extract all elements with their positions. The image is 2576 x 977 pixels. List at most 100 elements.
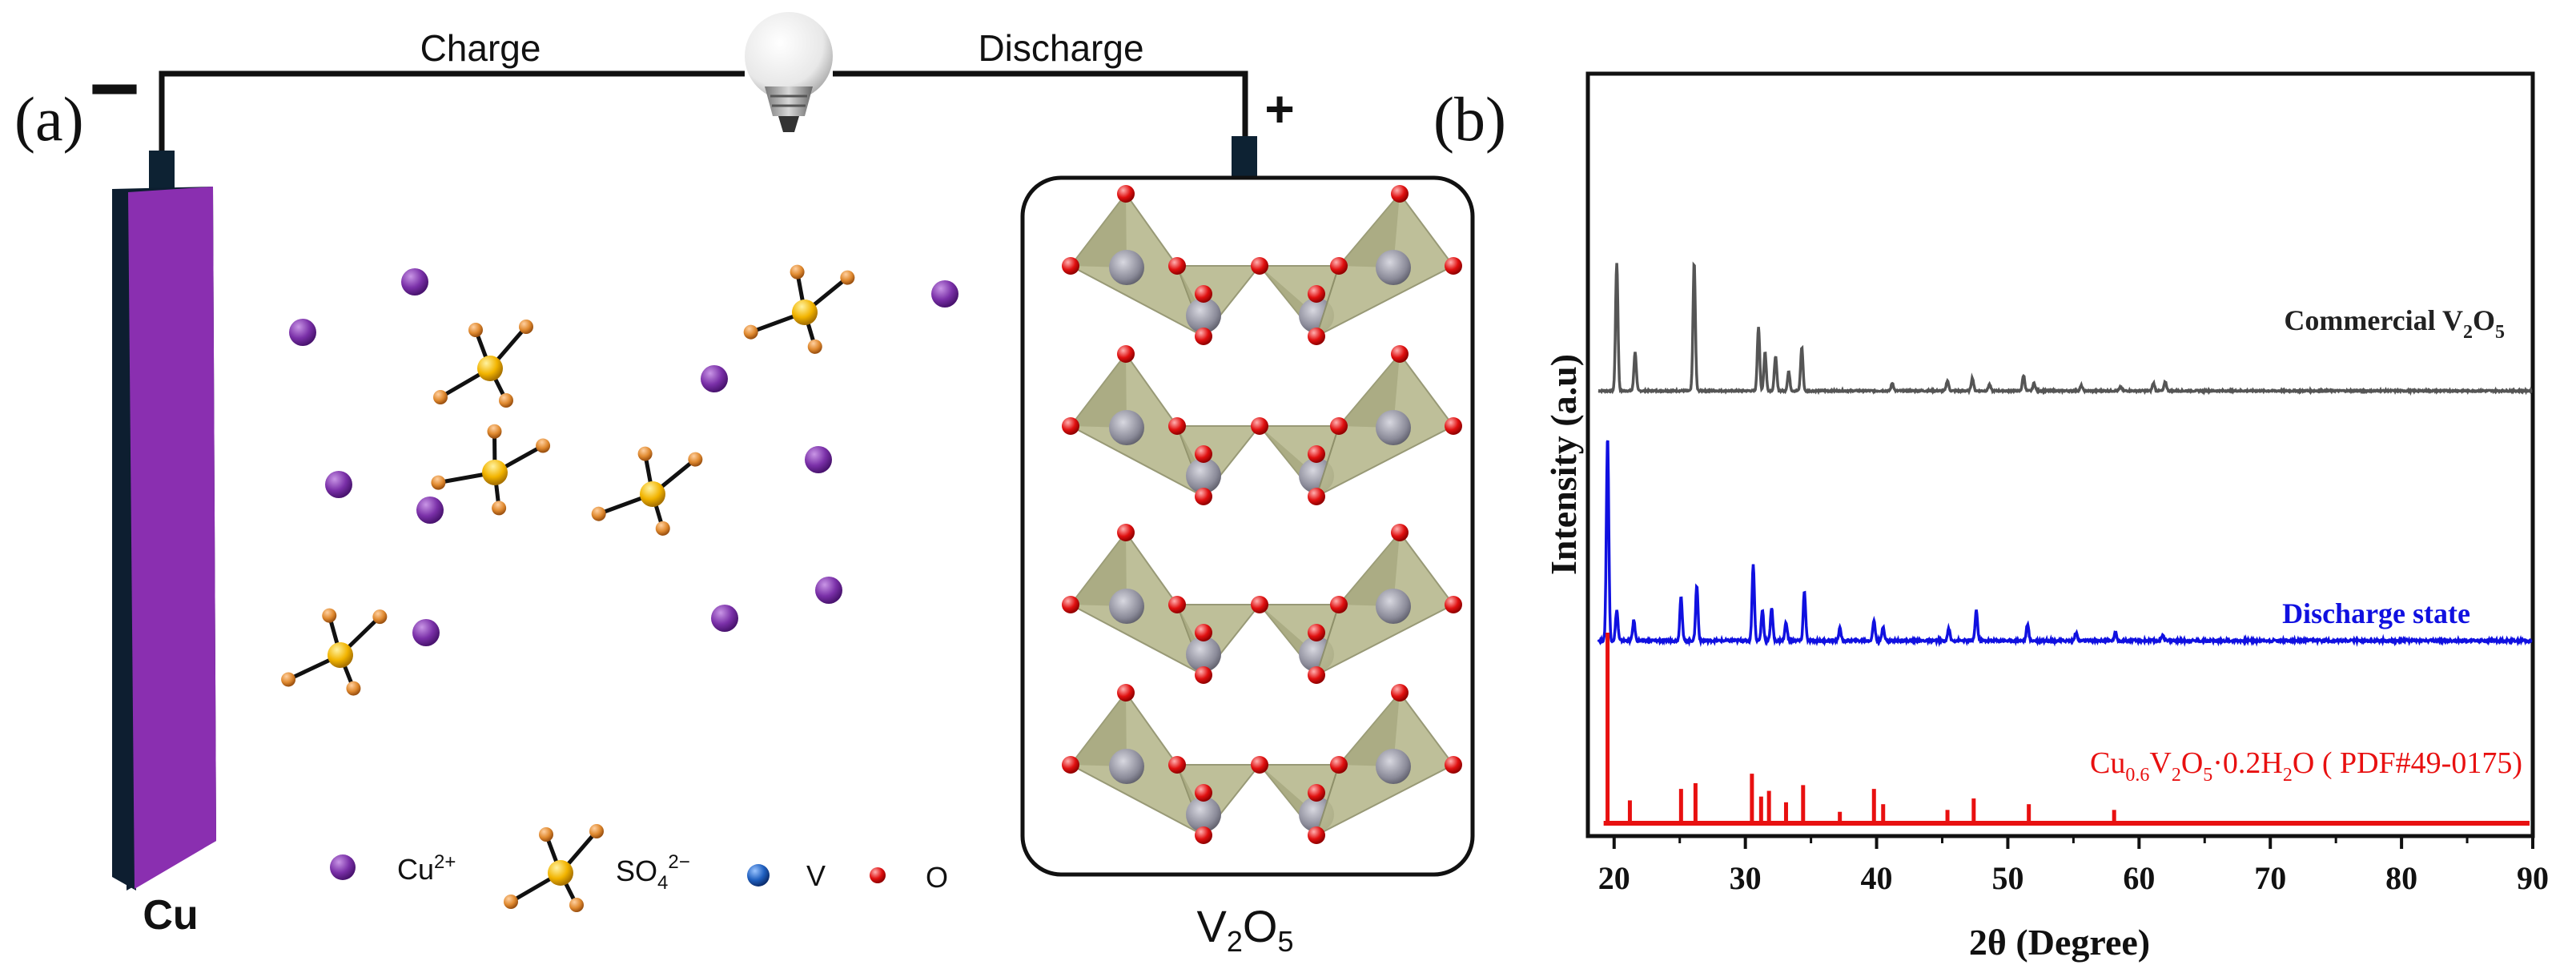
legend-sulfate-marker [504,824,604,912]
v2o5-layer [1062,345,1462,505]
oxygen-atom [1330,417,1348,435]
cu-ion [401,268,428,296]
oxygen-atom [1195,666,1212,684]
oxygen-atom [1168,596,1186,613]
cu-ion [701,365,728,392]
oxygen-atom [1330,257,1348,275]
polyhedron-face [1071,194,1127,267]
oxygen-atom [1195,445,1212,463]
cu-ion [815,577,842,604]
vanadium-atom [1109,749,1144,784]
cu-ion [416,497,444,524]
polyhedron-face [1339,693,1400,766]
polyhedron-face [1071,533,1127,606]
x-tick-label: 70 [2254,860,2286,896]
xrd-traces [1597,261,2533,826]
discharge-trace-label: Discharge state [2282,597,2470,629]
cu-ion [805,446,832,473]
sulfate-ion [433,320,533,408]
oxygen-atom [1391,345,1409,363]
v2o5-crystal-structure [1062,185,1462,844]
oxygen-atom [1308,624,1325,641]
electrolyte-ions [281,264,958,696]
vanadium-atom [1109,250,1144,285]
v2o5-layer [1062,524,1462,684]
oxygen-atom [1062,756,1079,774]
sulfate-ion [743,264,855,354]
series-2 [1603,633,2530,826]
vanadium-atom [1186,797,1221,832]
x-axis: 20 30 40 50 60 70 80 90 [1598,836,2549,896]
minus-sign: − [89,39,140,138]
oxygen-atom [1445,257,1462,275]
polyhedron-face [1071,693,1127,766]
vanadium-atom [1376,410,1411,445]
oxygen-atom [1308,445,1325,463]
oxygen-atom [1062,596,1079,613]
y-axis-label: Intensity (a.u) [1543,354,1584,575]
vanadium-atom [1109,589,1144,624]
cathode-label: V2O5 [1197,901,1294,958]
oxygen-atom [1195,624,1212,641]
reference-trace-label: Cu0.6V2O5·0.2H2O ( PDF#49-0175) [2090,746,2522,786]
x-tick-label: 40 [1861,860,1893,896]
vanadium-atom [1186,298,1221,333]
oxygen-atom [1062,257,1079,275]
anode-label: Cu [143,892,198,939]
legend: Cu2+ SO42− V O [330,824,948,912]
cu-ion [412,619,440,646]
oxygen-atom [1391,185,1409,203]
charge-label: Charge [420,27,541,69]
sulfate-ion [281,608,388,696]
oxygen-atom [1195,488,1212,505]
oxygen-atom [1445,417,1462,435]
vanadium-atom [1376,749,1411,784]
oxygen-atom [1308,826,1325,844]
polyhedron-face [1339,533,1400,606]
oxygen-atom [1117,185,1135,203]
x-tick-label: 30 [1730,860,1762,896]
oxygen-atom [1391,524,1409,541]
oxygen-atom [1391,684,1409,702]
series-0 [1597,261,2533,396]
x-tick-label: 60 [2123,860,2155,896]
vanadium-atom [1109,410,1144,445]
oxygen-atom [1251,756,1268,774]
panel-a: (a) Charge Discharge [14,12,1475,958]
legend-cu-ion-label: Cu2+ [397,851,456,886]
x-tick-label: 20 [1598,860,1630,896]
oxygen-atom [1117,524,1135,541]
x-tick-label: 80 [2385,860,2417,896]
oxygen-atom [1062,417,1079,435]
oxygen-atom [1308,328,1325,345]
cu-ion [711,605,738,632]
oxygen-atom [1251,417,1268,435]
oxygen-atom [1251,257,1268,275]
xrd-pattern-line [1597,261,2533,396]
oxygen-atom [1308,285,1325,303]
oxygen-atom [1168,257,1186,275]
series-1 [1597,440,2533,648]
plot-frame [1585,71,2535,838]
plus-sign: + [1264,80,1294,138]
anode-terminal [149,151,175,192]
legend-oxygen-label: O [926,861,948,894]
x-tick-label: 50 [1991,860,2023,896]
cu-ion [325,471,352,498]
xrd-pattern-line [1597,440,2533,648]
light-bulb-icon [745,12,833,132]
oxygen-atom [1308,488,1325,505]
polyhedron-face [1071,354,1127,428]
panel-a-label: (a) [14,84,84,154]
polyhedron-face [1339,354,1400,428]
circuit-wire [159,70,1248,156]
cu-ion [931,280,958,308]
oxygen-atom [1168,756,1186,774]
x-tick-label: 90 [2517,860,2549,896]
oxygen-atom [1195,328,1212,345]
legend-cu-ion-marker [330,854,356,880]
sulfate-ion [431,424,551,516]
oxygen-atom [1308,784,1325,802]
oxygen-atom [1195,784,1212,802]
